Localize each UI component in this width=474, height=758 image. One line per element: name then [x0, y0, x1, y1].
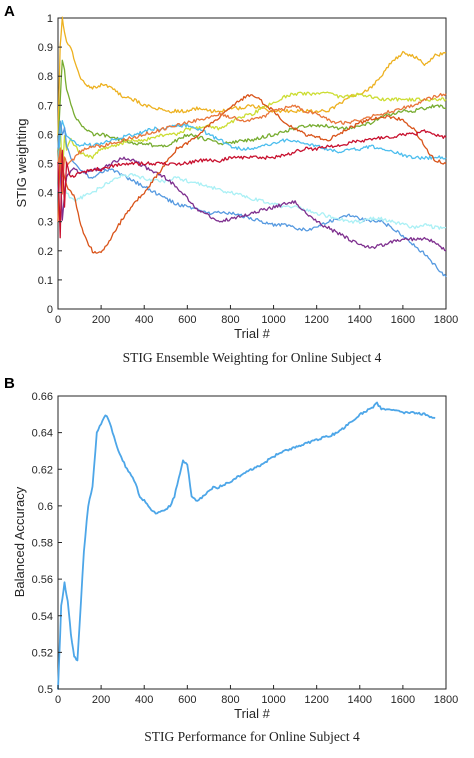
panel-a-series-line-6 [57, 162, 447, 230]
panel-a-x-tick-label: 600 [178, 314, 196, 326]
panel-b-y-tick-label: 0.54 [32, 611, 53, 623]
panel-a-x-tick-label: 0 [55, 314, 61, 326]
panel-b-y-tick-label: 0.66 [32, 391, 53, 403]
panel-a-x-tick-label: 1200 [304, 314, 328, 326]
panel-a-series-lines [57, 16, 447, 278]
panel-a-y-tick-label: 0.7 [38, 100, 53, 112]
panel-b-series-line-1 [57, 401, 436, 690]
panel-a-series-line-8 [57, 94, 447, 254]
panel-b-series-lines [57, 401, 436, 690]
panel-a-x-tick-label: 400 [135, 314, 153, 326]
panel-a-x-axis-label: Trial # [234, 326, 270, 341]
panel-a-y-tick-label: 0.9 [38, 42, 53, 54]
panel-b-x-tick-label: 0 [55, 694, 61, 706]
panel-b-x-tick-label: 800 [221, 694, 239, 706]
panel-a-series-line-9 [57, 92, 447, 195]
panel-a-y-tick-label: 1 [47, 13, 53, 25]
panel-b-x-tick-label: 1800 [434, 694, 458, 706]
panel-b-x-tick-label: 600 [178, 694, 196, 706]
panel-a-chart: A 0 200 400 600 800 1000 1200 1400 1600 180000.10… [4, 3, 458, 365]
panel-a-x-tick-label: 200 [92, 314, 110, 326]
panel-a-plot-area [57, 17, 447, 310]
panel-a-series-line-5 [57, 120, 447, 278]
panel-a-y-tick-label: 0.2 [38, 246, 53, 258]
panel-a-y-tick-label: 0.1 [38, 275, 53, 287]
panel-b-x-tick-label: 1600 [391, 694, 415, 706]
panel-b-x-axis-label: Trial # [234, 706, 270, 721]
panel-a-x-tick-label: 1400 [348, 314, 372, 326]
panel-a-series-line-1 [57, 16, 447, 136]
panel-b-y-tick-label: 0.52 [32, 647, 53, 659]
panel-a-series-line-10 [57, 129, 447, 239]
panel-a-x-tick-label: 1000 [261, 314, 285, 326]
panel-b-x-tick-label: 1400 [348, 694, 372, 706]
panel-a-y-tick-label: 0.4 [38, 188, 53, 200]
panel-b-y-axis-label: Balanced Accuracy [12, 486, 27, 597]
panel-b-ticks: 0 200 400 600 800 1000 1200 1400 1600 1800 0.5 0.52… [32, 391, 459, 706]
panel-b-x-tick-label: 1000 [261, 694, 285, 706]
panel-a-x-tick-label: 1800 [434, 314, 458, 326]
panel-b-x-tick-label: 1200 [304, 694, 328, 706]
panel-a-y-tick-label: 0.6 [38, 129, 53, 141]
panel-b-y-tick-label: 0.62 [32, 464, 53, 476]
panel-a-y-tick-label: 0 [47, 304, 53, 316]
panel-b-y-tick-label: 0.64 [32, 428, 53, 440]
panel-a-title: STIG Ensemble Weighting for Online Subje… [123, 350, 382, 365]
panel-a-series-line-4 [57, 120, 447, 164]
panel-b-title: STIG Performance for Online Subject 4 [144, 729, 360, 744]
panel-b-y-tick-label: 0.5 [38, 684, 53, 696]
panel-b-x-tick-label: 400 [135, 694, 153, 706]
panel-b-x-tick-label: 200 [92, 694, 110, 706]
panel-a-y-tick-label: 0.8 [38, 71, 53, 83]
panel-a-letter: A [4, 3, 15, 20]
panel-b-chart: B 0 200 400 600 800 1000 1200 1400 1600 1800 0.5 0.… [4, 375, 458, 744]
panel-b-y-tick-label: 0.6 [38, 501, 53, 513]
panel-b-y-tick-label: 0.58 [32, 538, 53, 550]
panel-a-series-line-2 [57, 91, 447, 178]
panel-a-x-tick-label: 800 [221, 314, 239, 326]
panel-a-ticks: 0 200 400 600 800 1000 1200 1400 1600 1800 0 0.1 0.2… [38, 13, 459, 326]
panel-a-y-axis-label: STIG weighting [14, 119, 29, 208]
panel-a-series-line-7 [57, 156, 447, 252]
panel-a-y-tick-label: 0.5 [38, 159, 53, 171]
panel-a-x-tick-label: 1600 [391, 314, 415, 326]
panel-a-y-tick-label: 0.3 [38, 217, 53, 229]
panel-b-plot-area [57, 395, 447, 690]
panel-b-y-tick-label: 0.56 [32, 574, 53, 586]
panel-b-letter: B [4, 375, 15, 392]
